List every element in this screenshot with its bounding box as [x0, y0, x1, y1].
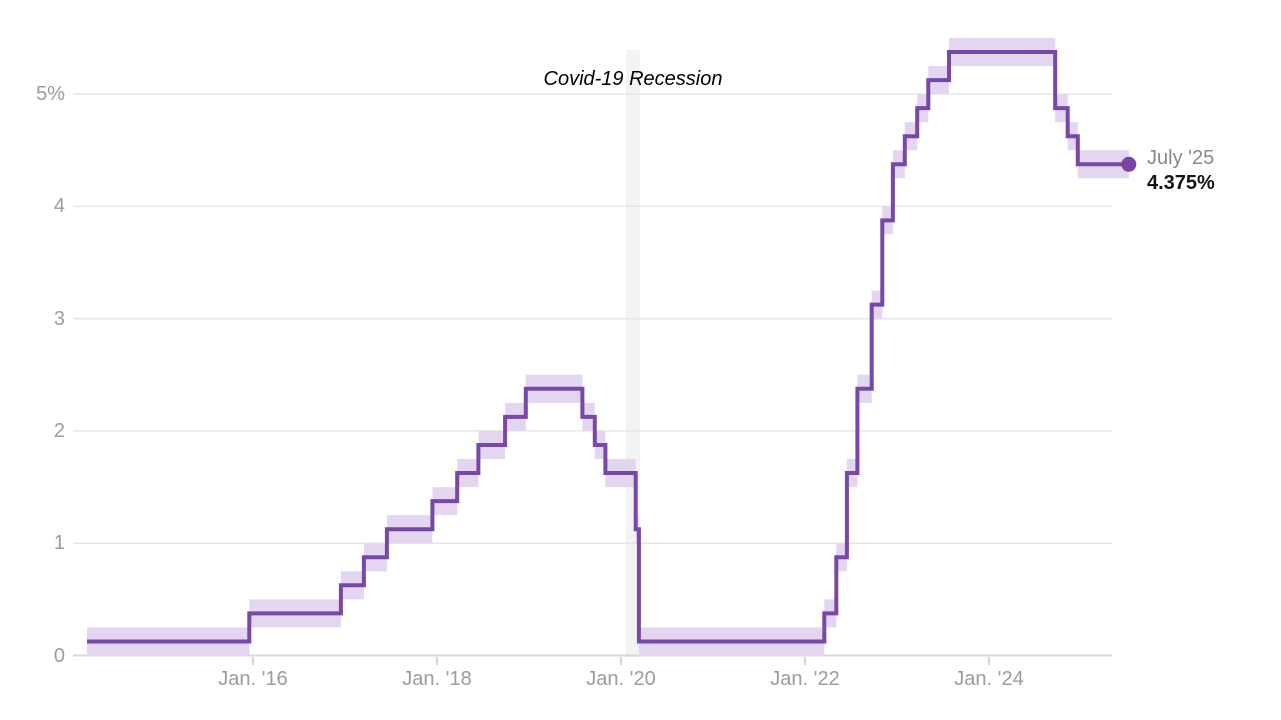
x-axis-label-jan18: Jan. '18 — [402, 668, 472, 690]
latest-value-dot — [1121, 156, 1137, 172]
x-axis-ticks — [252, 657, 990, 665]
y-axis-label-4: 4 — [53, 195, 65, 217]
gridlines — [73, 93, 1112, 657]
y-axis-label-3: 3 — [53, 308, 65, 330]
x-axis-label-jan22: Jan. '22 — [770, 668, 840, 690]
y-axis-label-2: 2 — [53, 420, 65, 442]
y-axis-label-0: 0 — [53, 645, 65, 667]
y-axis-label-1: 1 — [53, 532, 65, 554]
target-range-band — [87, 38, 1129, 656]
latest-value-date: July '25 — [1147, 147, 1215, 169]
recession-annotation: Covid-19 Recession — [543, 68, 723, 90]
x-axis-label-jan16: Jan. '16 — [218, 668, 288, 690]
x-axis-label-jan20: Jan. '20 — [586, 668, 656, 690]
y-axis-label-5: 5% — [36, 83, 65, 105]
latest-value-rate: 4.375% — [1147, 172, 1215, 194]
x-axis-label-jan24: Jan. '24 — [954, 668, 1024, 690]
rate-step-line — [87, 50, 1129, 644]
